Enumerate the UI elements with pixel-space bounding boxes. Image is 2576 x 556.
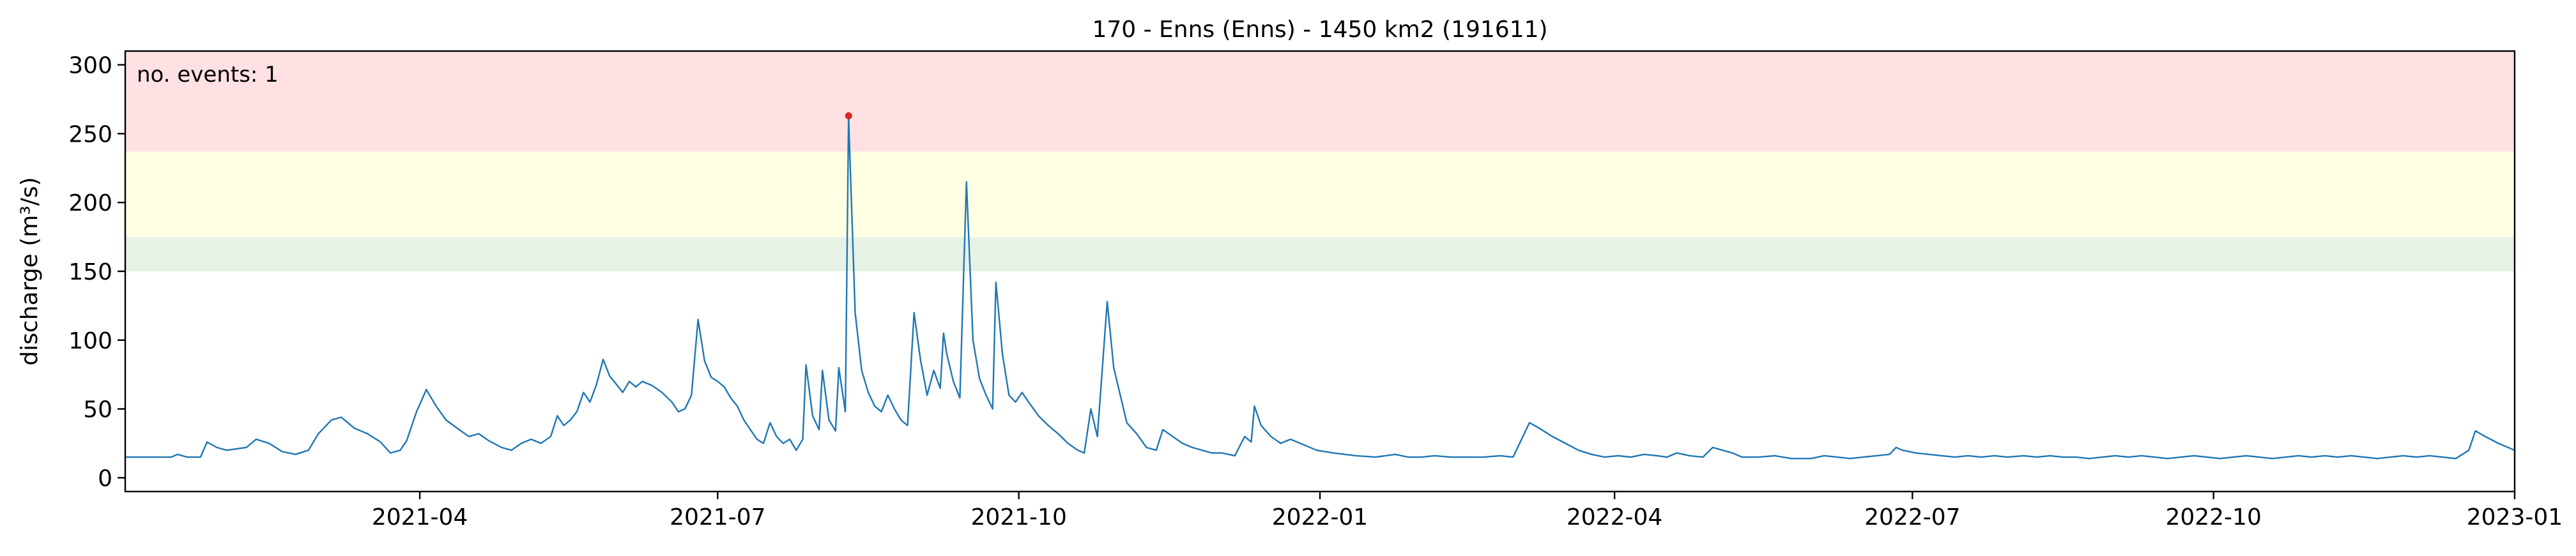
x-tick-label-2022-01: 2022-01: [1272, 504, 1368, 530]
y-tick-label-100: 100: [68, 328, 112, 354]
x-tick-label-2021-07: 2021-07: [670, 504, 765, 530]
y-tick-label-250: 250: [68, 121, 112, 147]
threshold-band-1: [125, 151, 2515, 237]
discharge-line-0: [125, 116, 2515, 460]
x-tick-label-2021-04: 2021-04: [372, 504, 468, 530]
events-annotation: no. events: 1: [137, 62, 279, 87]
x-tick-label-2022-04: 2022-04: [1567, 504, 1662, 530]
event-markers: [845, 112, 852, 119]
y-tick-label-150: 150: [68, 259, 112, 285]
x-axis: 2021-04 2021-07 2021-10 2022-01 2022-04 2022-…: [372, 492, 2563, 530]
y-tick-label-50: 50: [83, 397, 112, 423]
y-tick-label-200: 200: [68, 190, 112, 216]
y-tick-label-300: 300: [68, 53, 112, 79]
x-tick-label-2023-01: 2023-01: [2467, 504, 2563, 530]
threshold-bands: [125, 51, 2515, 271]
discharge-series: [125, 116, 2515, 460]
x-tick-label-2022-07: 2022-07: [1864, 504, 1960, 530]
y-axis: 0 50 100 150 200 250 300: [68, 53, 125, 492]
y-tick-label-0: 0: [98, 465, 112, 492]
x-tick-label-2021-10: 2021-10: [970, 504, 1066, 530]
x-tick-label-2022-10: 2022-10: [2165, 504, 2261, 530]
threshold-band-2: [125, 51, 2515, 152]
chart-title: 170 - Enns (Enns) - 1450 km2 (191611): [1092, 17, 1547, 43]
threshold-band-0: [125, 237, 2515, 271]
event-point-0: [845, 112, 852, 119]
y-axis-label: discharge (m³/s): [17, 177, 43, 365]
